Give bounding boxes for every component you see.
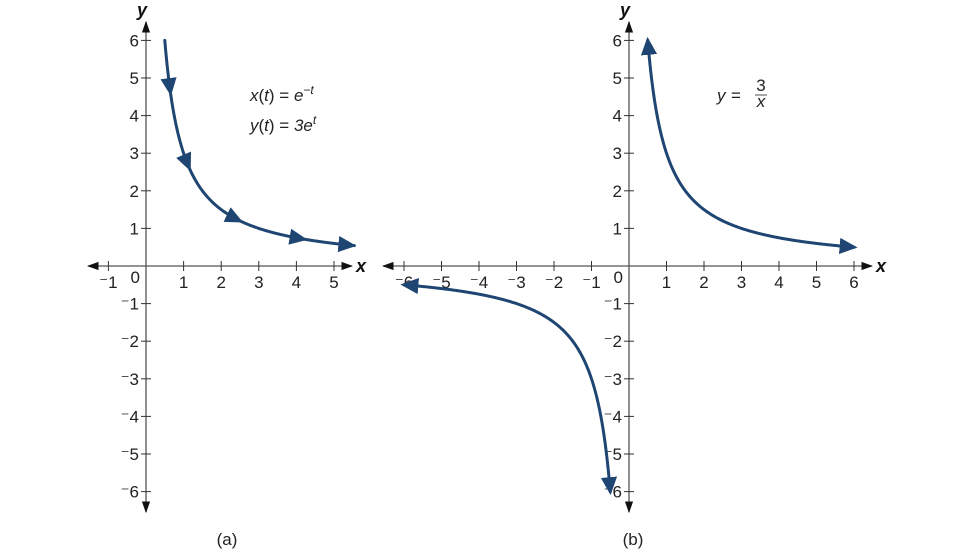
y-tick-label: 3 xyxy=(130,144,139,163)
equation-y-of-t: y(t) = 3et xyxy=(249,113,317,135)
x-axis-label: x xyxy=(355,256,367,276)
origin-label: 0 xyxy=(614,268,623,287)
y-tick-label: ⁻1 xyxy=(121,295,139,314)
y-tick-label: 5 xyxy=(130,69,139,88)
x-tick-label: ⁻3 xyxy=(507,273,525,292)
negative-branch-path xyxy=(400,277,618,496)
y-axis-label: y xyxy=(619,0,631,20)
y-tick-label: ⁻2 xyxy=(604,332,622,351)
svg-text:y: y xyxy=(716,86,727,105)
y-tick-label: ⁻5 xyxy=(121,445,139,464)
x-tick-label: 1 xyxy=(179,273,188,292)
parametric-curve-a xyxy=(160,38,357,253)
y-tick-label: 6 xyxy=(613,31,622,50)
hyperbola-curve-b xyxy=(400,36,858,496)
equation-y-equals-3-over-x: y = 3 x xyxy=(716,76,767,111)
x-tick-label: ⁻1 xyxy=(99,273,117,292)
y-tick-label: ⁻3 xyxy=(604,370,622,389)
x-tick-label: 2 xyxy=(699,273,708,292)
graph-panel-b: ⁻6 ⁻5 ⁻4 ⁻3 ⁻2 ⁻1 1 2 3 4 5 6⁻6⁻5⁻4⁻3⁻2⁻11234560xy … xyxy=(381,0,887,549)
y-tick-label: 2 xyxy=(613,182,622,201)
x-tick-label: 1 xyxy=(662,273,671,292)
origin-label: 0 xyxy=(131,268,140,287)
equation-x-of-t: x(t) = e−t xyxy=(249,83,314,105)
x-tick-label: 3 xyxy=(254,273,263,292)
y-tick-label: ⁻6 xyxy=(121,483,139,502)
x-tick-label: ⁻1 xyxy=(582,273,600,292)
svg-text:3: 3 xyxy=(756,76,765,95)
y-tick-label: ⁻6 xyxy=(604,483,622,502)
curve-path xyxy=(163,38,356,248)
x-tick-label: 4 xyxy=(292,273,301,292)
svg-text:=: = xyxy=(731,86,741,105)
x-tick-label: 5 xyxy=(812,273,821,292)
x-tick-label: ⁻4 xyxy=(470,273,488,292)
y-tick-label: 4 xyxy=(613,107,622,126)
direction-arrow-icon xyxy=(176,151,192,172)
y-tick-label: 1 xyxy=(130,219,139,238)
x-tick-label: 6 xyxy=(849,273,858,292)
positive-branch-path xyxy=(640,36,858,255)
x-tick-label: 4 xyxy=(774,273,783,292)
y-tick-label: 6 xyxy=(130,31,139,50)
direction-arrow-icon xyxy=(160,77,177,97)
y-tick-label: 3 xyxy=(613,144,622,163)
direction-arrow-icon xyxy=(223,207,244,223)
svg-text:x: x xyxy=(756,92,766,111)
y-tick-label: ⁻4 xyxy=(121,407,139,426)
y-tick-label: ⁻3 xyxy=(121,370,139,389)
x-tick-label: 3 xyxy=(737,273,746,292)
x-tick-label: 5 xyxy=(329,273,338,292)
x-tick-label: 2 xyxy=(216,273,225,292)
x-axis-label: x xyxy=(875,256,887,276)
y-axis-label: y xyxy=(136,0,148,20)
y-tick-label: 2 xyxy=(130,182,139,201)
x-tick-label: ⁻2 xyxy=(545,273,563,292)
y-tick-label: ⁻2 xyxy=(121,332,139,351)
y-tick-label: 1 xyxy=(613,219,622,238)
y-tick-label: 5 xyxy=(613,69,622,88)
y-tick-label: ⁻4 xyxy=(604,407,622,426)
y-tick-label: ⁻1 xyxy=(604,295,622,314)
y-tick-label: 4 xyxy=(130,107,139,126)
panel-label-b: (b) xyxy=(623,530,644,549)
axes-a: ⁻1 1 2 3 4 5 ⁻6 ⁻5 ⁻4 ⁻3 ⁻2 ⁻1 1 2 3 4 5 6 0 x y xyxy=(86,0,367,514)
panel-label-a: (a) xyxy=(217,530,238,549)
x-tick-label: ⁻6 xyxy=(395,273,413,292)
